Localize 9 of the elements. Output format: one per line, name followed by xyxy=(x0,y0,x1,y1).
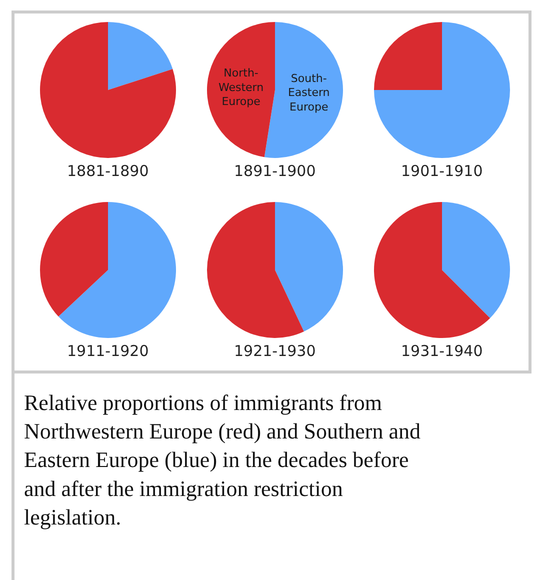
slice-label: South- Eastern Europe xyxy=(288,72,330,114)
text: 1881-1890 xyxy=(67,162,149,180)
text: 1901-1910 xyxy=(401,162,483,180)
slice-label: North- Western Europe xyxy=(218,66,264,108)
text: 1921-1930 xyxy=(234,342,316,360)
text: 1911-1920 xyxy=(67,342,149,360)
text: Relative proportions of immigrants from Northwestern Europe (red) and Southern and Eastern Europe (blue) in the decades before and after the immigration restriction legislation. xyxy=(24,390,420,530)
text: 1891-1900 xyxy=(234,162,316,180)
text: 1931-1940 xyxy=(401,342,483,360)
